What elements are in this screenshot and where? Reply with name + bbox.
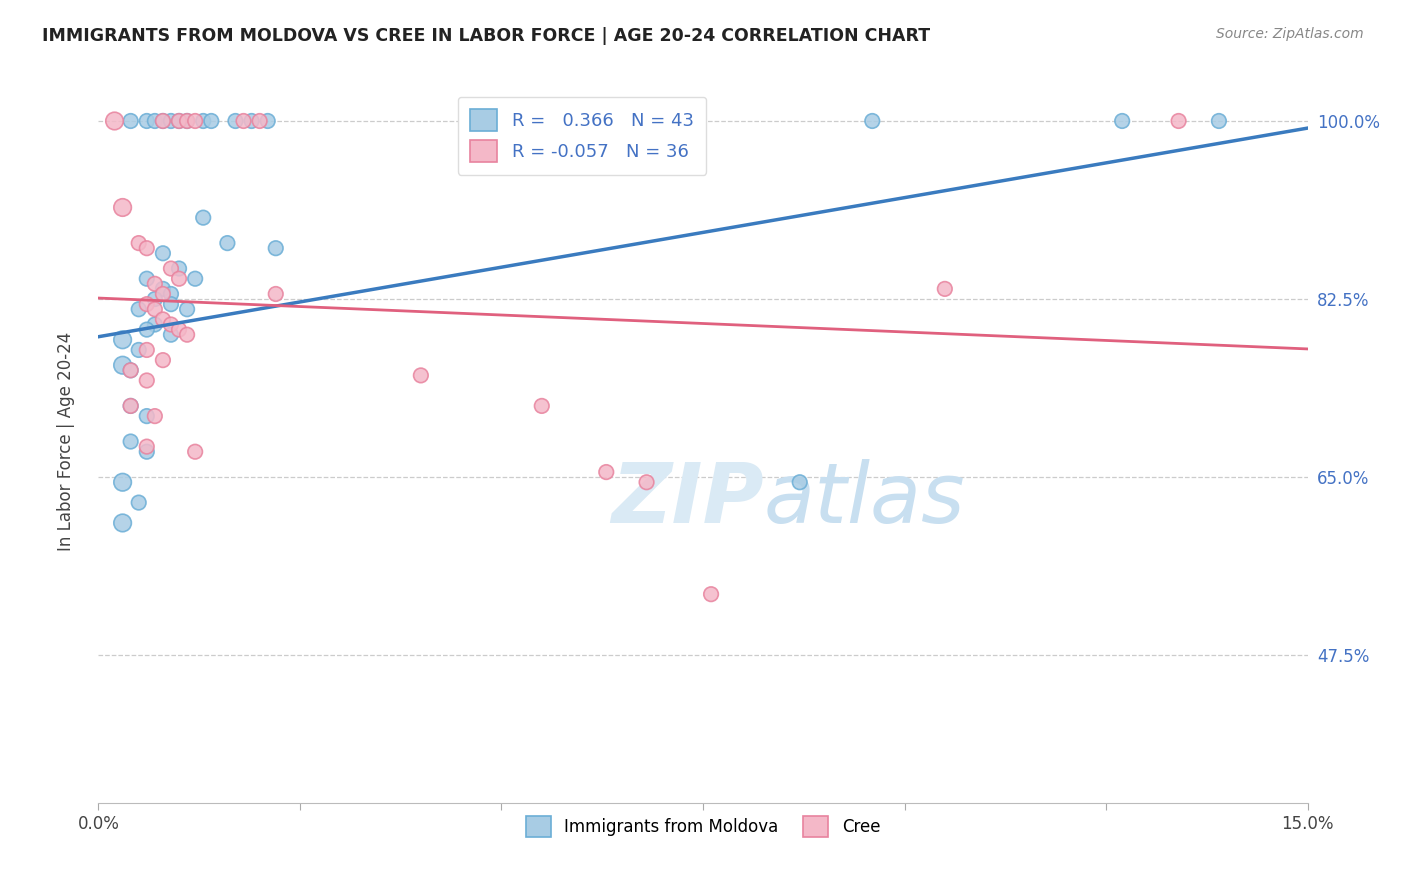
Point (240, 114, 263, 128)
Point (135, 241, 157, 255)
Point (184, 271, 207, 285)
Point (193, 114, 215, 128)
Point (160, 327, 183, 342)
Point (176, 114, 198, 128)
Point (176, 327, 198, 342)
Point (152, 246, 174, 260)
Point (167, 271, 190, 285)
Point (530, 399, 553, 413)
Point (143, 277, 166, 291)
Point (128, 236, 150, 251)
Text: IMMIGRANTS FROM MOLDOVA VS CREE IN LABOR FORCE | AGE 20-24 CORRELATION CHART: IMMIGRANTS FROM MOLDOVA VS CREE IN LABOR… (42, 27, 931, 45)
Text: ZIP: ZIP (610, 458, 763, 540)
Point (120, 363, 142, 377)
Point (111, 475, 134, 490)
Point (217, 236, 239, 251)
Point (128, 343, 150, 357)
Legend: Immigrants from Moldova, Cree: Immigrants from Moldova, Cree (517, 808, 889, 845)
Point (160, 114, 183, 128)
Point (409, 368, 432, 383)
Point (103, 114, 125, 128)
Point (700, 587, 723, 601)
Point (111, 201, 134, 215)
Point (111, 333, 134, 347)
Point (167, 261, 190, 276)
Point (934, 282, 956, 296)
Point (1208, 114, 1230, 128)
Point (111, 358, 134, 372)
Point (152, 282, 174, 296)
Point (789, 475, 811, 490)
Point (135, 343, 157, 357)
Point (860, 114, 883, 128)
Point (152, 114, 174, 128)
Point (143, 318, 166, 332)
Point (176, 302, 198, 317)
Point (636, 475, 658, 490)
Point (135, 440, 157, 454)
Point (135, 271, 157, 285)
Point (264, 241, 287, 255)
Point (135, 374, 157, 388)
Point (152, 353, 174, 368)
Point (128, 495, 150, 509)
Point (111, 516, 134, 530)
Point (160, 297, 183, 311)
Point (160, 287, 183, 301)
Point (176, 114, 198, 128)
Point (152, 114, 174, 128)
Point (264, 287, 287, 301)
Point (143, 409, 166, 423)
Point (1111, 114, 1133, 128)
Point (595, 465, 617, 479)
Point (167, 323, 190, 337)
Point (160, 318, 183, 332)
Point (128, 302, 150, 317)
Point (120, 399, 142, 413)
Point (152, 287, 174, 301)
Point (167, 114, 190, 128)
Point (120, 399, 142, 413)
Point (184, 444, 207, 458)
Point (224, 114, 246, 128)
Text: atlas: atlas (763, 458, 965, 540)
Point (143, 114, 166, 128)
Y-axis label: In Labor Force | Age 20-24: In Labor Force | Age 20-24 (56, 332, 75, 551)
Point (120, 363, 142, 377)
Point (135, 444, 157, 458)
Point (184, 114, 207, 128)
Point (120, 114, 142, 128)
Point (193, 211, 215, 225)
Point (167, 114, 190, 128)
Point (152, 312, 174, 326)
Point (200, 114, 222, 128)
Point (120, 434, 142, 449)
Point (143, 302, 166, 317)
Point (135, 114, 157, 128)
Point (1167, 114, 1189, 128)
Point (160, 261, 183, 276)
Point (232, 114, 254, 128)
Point (256, 114, 278, 128)
Point (249, 114, 271, 128)
Text: Source: ZipAtlas.com: Source: ZipAtlas.com (1216, 27, 1364, 41)
Point (143, 292, 166, 306)
Point (135, 297, 157, 311)
Point (135, 409, 157, 423)
Point (135, 323, 157, 337)
